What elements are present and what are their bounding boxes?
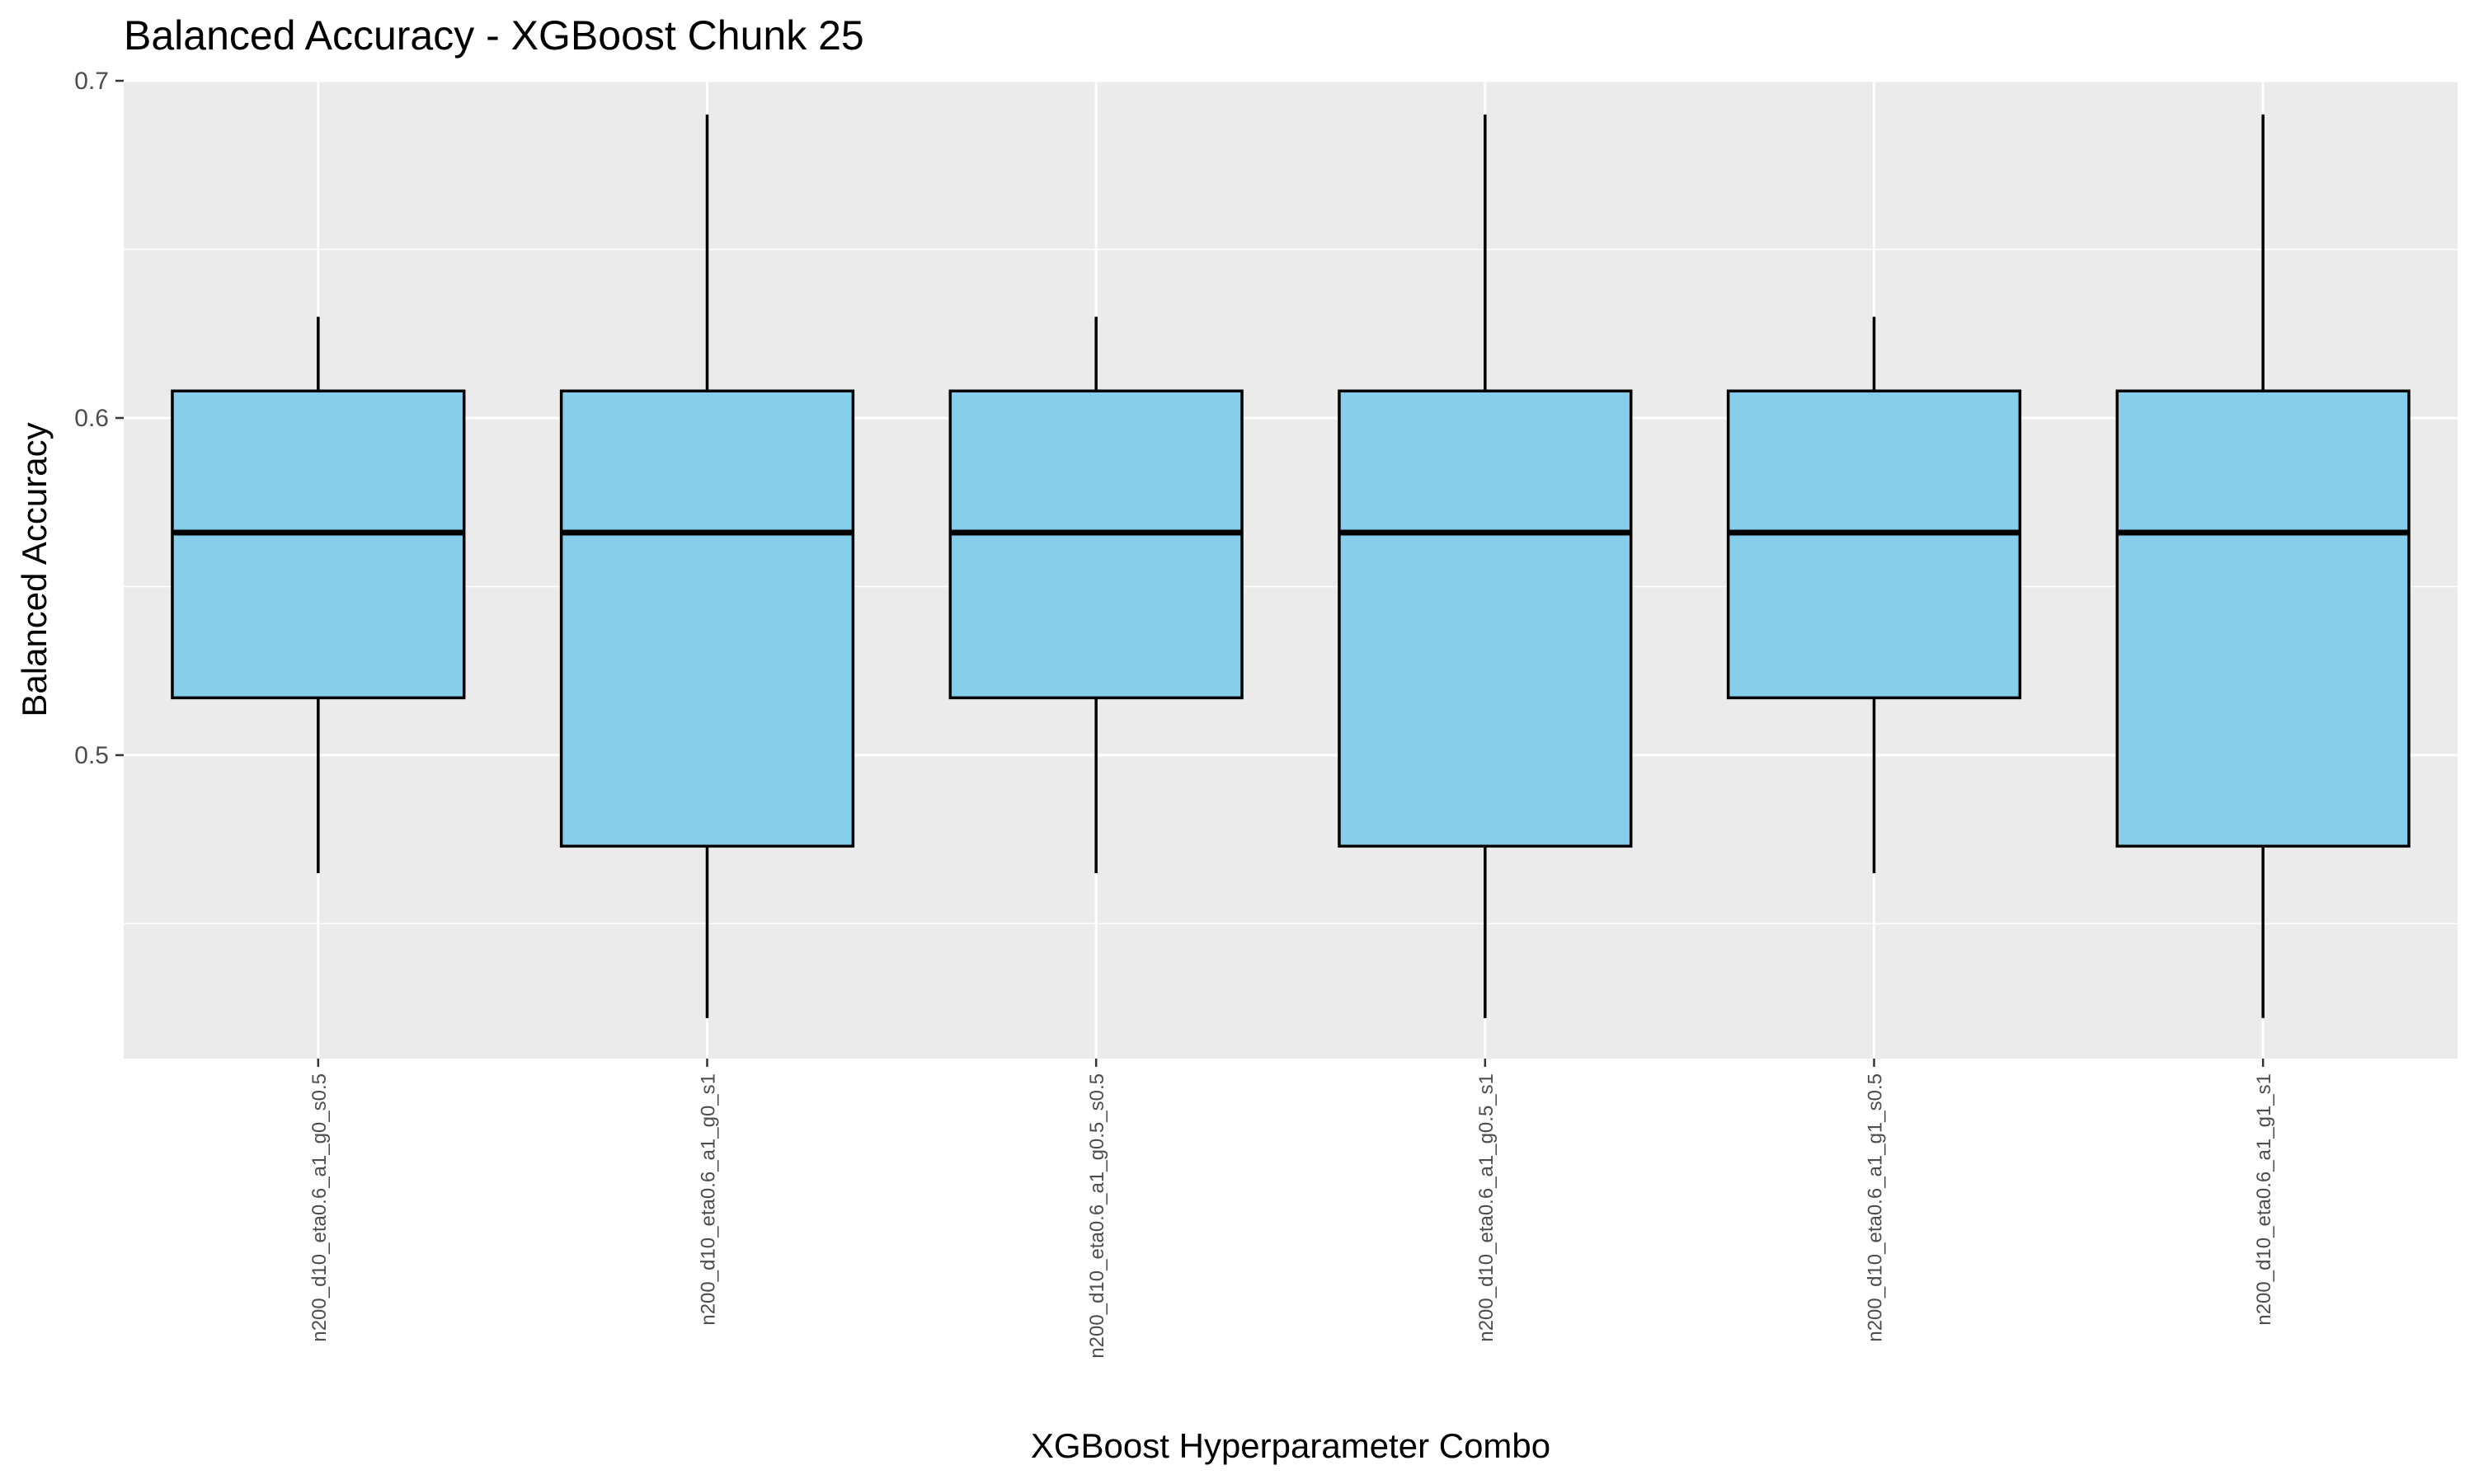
box-body: [948, 389, 1244, 700]
axes: 0.5 0.6 0.7 n200_d10_eta0.6_a1_g0_s0.5 n200_…: [74, 68, 2275, 1359]
box-body: [2115, 389, 2411, 848]
box-2: [559, 114, 855, 1018]
box-body: [559, 389, 855, 848]
x-tick-label: n200_d10_eta0.6_a1_g1_s1: [2253, 1073, 2275, 1326]
y-axis-label: Balanced Accuracy: [15, 422, 54, 716]
box-6: [2115, 114, 2411, 1018]
plot-panel: [124, 81, 2458, 1059]
box-4: [1338, 114, 1633, 1018]
box-3: [948, 317, 1244, 874]
x-tick-label: n200_d10_eta0.6_a1_g0_s0.5: [308, 1073, 331, 1342]
x-tick-label: n200_d10_eta0.6_a1_g0_s1: [698, 1073, 720, 1326]
box-body: [1338, 389, 1633, 848]
boxes: [171, 114, 2411, 1018]
y-tick-label: 0.5: [74, 742, 109, 769]
y-tick-label: 0.7: [74, 68, 109, 95]
y-tick-label: 0.6: [74, 405, 109, 432]
chart-title: Balanced Accuracy - XGBoost Chunk 25: [124, 12, 864, 59]
x-axis-label: XGBoost Hyperparameter Combo: [1031, 1426, 1550, 1465]
x-tick-label: n200_d10_eta0.6_a1_g0.5_s0.5: [1086, 1073, 1108, 1359]
box-body: [171, 389, 466, 700]
box-body: [1726, 389, 2022, 700]
x-tick-label: n200_d10_eta0.6_a1_g0.5_s1: [1475, 1073, 1498, 1342]
box-5: [1726, 317, 2022, 874]
x-tick-label: n200_d10_eta0.6_a1_g1_s0.5: [1865, 1073, 1887, 1342]
box-1: [171, 317, 466, 874]
